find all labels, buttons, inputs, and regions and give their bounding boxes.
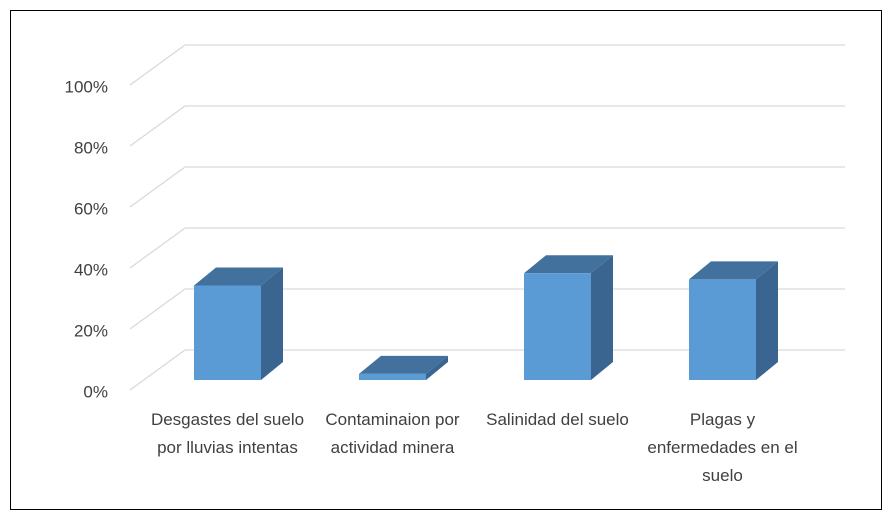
bar-top [359, 355, 448, 374]
y-tick-label: 20% [74, 321, 108, 340]
bar-side [591, 255, 613, 380]
x-tick-label: Salinidad del suelo [486, 410, 629, 429]
bar-front [194, 285, 261, 380]
bar-front [359, 373, 426, 380]
bar [194, 267, 283, 380]
bar-front [689, 279, 756, 380]
grid-line [129, 227, 845, 269]
bar [359, 355, 448, 380]
bar-top [689, 261, 778, 280]
y-tick-label: 100% [65, 77, 108, 96]
y-tick-label: 80% [74, 138, 108, 157]
bar-side [261, 267, 283, 380]
grid-line [129, 105, 845, 147]
y-tick-label: 0% [83, 382, 108, 401]
x-tick-label: Contaminaion por actividad minera [325, 410, 460, 457]
grid-line [129, 349, 845, 391]
grid-line [129, 44, 845, 86]
bar-top [524, 255, 613, 274]
grid-line [129, 288, 845, 330]
bar-side [756, 261, 778, 380]
bar [524, 255, 613, 380]
x-tick-label: Plagas y enfermedades en el suelo [647, 410, 798, 485]
bar [689, 261, 778, 380]
y-tick-label: 40% [74, 260, 108, 279]
grid-line [129, 166, 845, 208]
x-tick-label: Desgastes del suelo por lluvias intentas [150, 410, 305, 457]
bar-side [426, 355, 448, 380]
bar-top [194, 267, 283, 286]
y-tick-label: 60% [74, 199, 108, 218]
bar-front [524, 273, 591, 380]
